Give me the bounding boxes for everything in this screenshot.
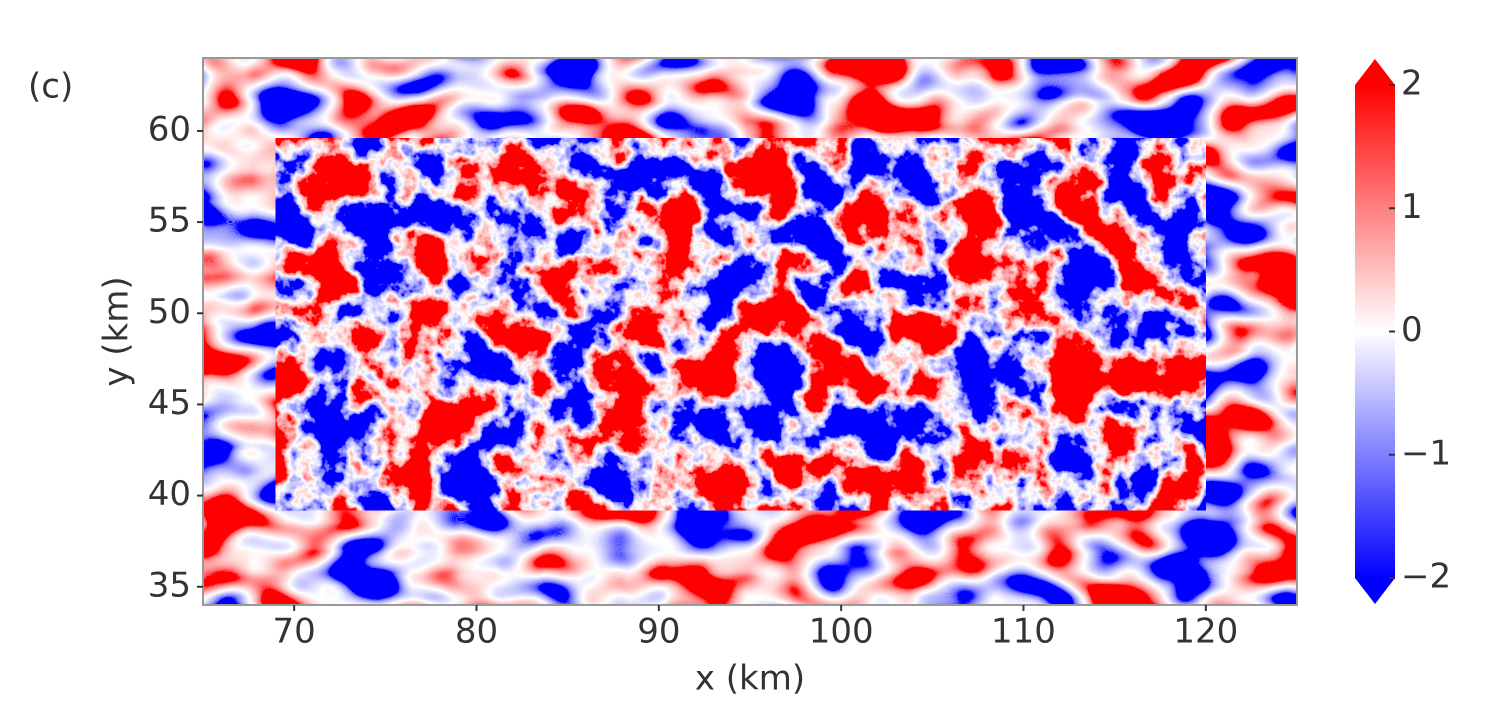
y-tick-label: 55 bbox=[148, 201, 191, 241]
field-inner bbox=[272, 135, 1209, 514]
x-tick-label: 90 bbox=[637, 612, 680, 652]
x-tick-label: 120 bbox=[1173, 612, 1238, 652]
y-tick-label: 35 bbox=[148, 565, 191, 605]
y-tick-label: 45 bbox=[148, 383, 191, 423]
colorbar bbox=[1355, 85, 1395, 578]
colorbar-tick-label: −2 bbox=[1401, 557, 1451, 597]
colorbar-tick-label: 0 bbox=[1401, 310, 1423, 350]
colorbar-tick-label: 2 bbox=[1401, 64, 1423, 104]
colorbar-tick-label: 1 bbox=[1401, 187, 1423, 227]
colorbar-extend-min bbox=[1355, 578, 1395, 604]
colorbar-tick-label: −1 bbox=[1401, 433, 1451, 473]
x-tick-label: 70 bbox=[273, 612, 316, 652]
y-tick-label: 50 bbox=[148, 292, 191, 332]
y-tick-label: 40 bbox=[148, 474, 191, 514]
x-axis-label: x (km) bbox=[695, 659, 805, 699]
panel-label: (c) bbox=[28, 67, 73, 107]
axes-frame bbox=[202, 57, 1298, 606]
y-tick-label: 60 bbox=[148, 109, 191, 149]
x-tick-label: 80 bbox=[455, 612, 498, 652]
y-axis-label: y (km) bbox=[97, 276, 137, 386]
x-tick-label: 110 bbox=[991, 612, 1056, 652]
x-tick-label: 100 bbox=[809, 612, 874, 652]
colorbar-extend-max bbox=[1355, 59, 1395, 85]
